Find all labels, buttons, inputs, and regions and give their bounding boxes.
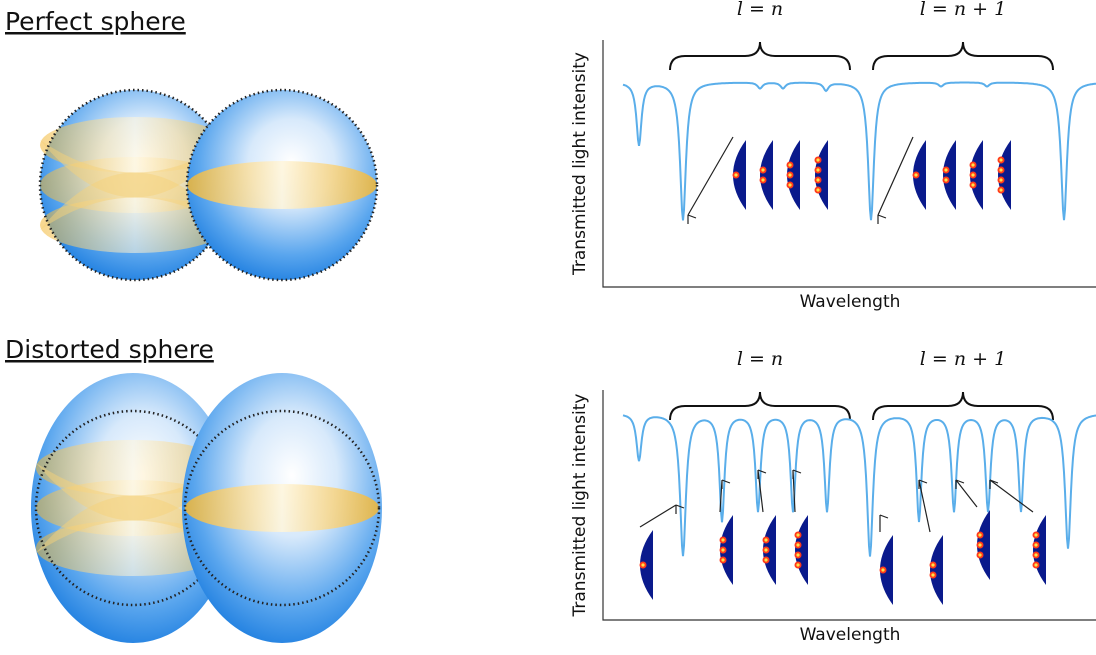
mode-profile xyxy=(943,140,956,210)
mode-lobe xyxy=(764,548,767,551)
ray-band xyxy=(185,484,379,532)
panel-title: Distorted sphere xyxy=(5,335,214,364)
mode-lobe xyxy=(788,173,791,176)
mode-lobe xyxy=(999,178,1002,181)
mode-lobe xyxy=(944,168,947,171)
mode-lobe xyxy=(931,573,934,576)
mode-lobe xyxy=(881,568,884,571)
mode-lobe xyxy=(931,563,934,566)
mode-lobe xyxy=(761,178,764,181)
mode-lobe xyxy=(721,548,724,551)
mode-label: l = n + 1 xyxy=(920,0,1006,20)
mode-lobe xyxy=(999,188,1002,191)
mode-lobe xyxy=(721,538,724,541)
arrow xyxy=(688,137,733,224)
mode-lobe xyxy=(978,543,981,546)
mode-profile xyxy=(760,140,773,210)
mode-lobe xyxy=(764,538,767,541)
mode-profile xyxy=(998,140,1011,210)
arrow xyxy=(880,515,888,532)
illustrations: Transmitted light intensity Wavelength l =… xyxy=(31,0,1096,645)
mode-lobe xyxy=(764,558,767,561)
panel-title: Perfect sphere xyxy=(5,7,186,36)
mode-lobe xyxy=(816,178,819,181)
mode-profile xyxy=(930,535,943,605)
mode-label: l = n xyxy=(737,0,783,20)
mode-lobe xyxy=(816,168,819,171)
axis xyxy=(603,40,1096,287)
bracket xyxy=(873,42,1053,70)
mode-lobe xyxy=(721,558,724,561)
mode-label: l = n + 1 xyxy=(920,348,1006,370)
mode-lobe xyxy=(978,533,981,536)
mode-profile xyxy=(1033,515,1046,585)
bracket xyxy=(873,392,1053,420)
mode-lobe xyxy=(761,168,764,171)
mode-lobe xyxy=(788,183,791,186)
arrow xyxy=(990,480,1033,512)
mode-lobe xyxy=(971,183,974,186)
spectrum-line xyxy=(623,83,1096,221)
ray-band xyxy=(187,161,377,209)
mode-lobe xyxy=(734,173,737,176)
y-axis-label: Transmitted light intensity xyxy=(570,394,590,618)
mode-lobe xyxy=(788,163,791,166)
x-axis-label: Wavelength xyxy=(800,625,901,645)
mode-lobe xyxy=(796,543,799,546)
arrow xyxy=(640,505,684,527)
arrow xyxy=(878,137,913,224)
mode-label: l = n xyxy=(737,348,783,370)
mode-lobe xyxy=(641,563,644,566)
mode-lobe xyxy=(1034,543,1037,546)
mode-profile xyxy=(795,515,808,585)
figure: Perfect sphere Distorted sphere = ≠ Tran… xyxy=(0,0,1096,655)
mode-lobe xyxy=(796,553,799,556)
mode-lobe xyxy=(1034,533,1037,536)
spectrum-line xyxy=(623,415,1096,556)
mode-lobe xyxy=(796,563,799,566)
mode-lobe xyxy=(816,158,819,161)
mode-lobe xyxy=(816,188,819,191)
mode-lobe xyxy=(978,553,981,556)
arrow xyxy=(793,470,801,512)
y-axis-label: Transmitted light intensity xyxy=(570,52,590,276)
mode-lobe xyxy=(914,173,917,176)
mode-profile xyxy=(815,140,828,210)
bracket xyxy=(670,392,850,420)
mode-lobe xyxy=(971,163,974,166)
mode-lobe xyxy=(1034,563,1037,566)
mode-lobe xyxy=(999,158,1002,161)
arrow xyxy=(956,480,977,507)
mode-lobe xyxy=(796,533,799,536)
bracket xyxy=(670,42,850,70)
x-axis-label: Wavelength xyxy=(800,292,901,312)
mode-lobe xyxy=(999,168,1002,171)
mode-lobe xyxy=(971,173,974,176)
mode-lobe xyxy=(1034,553,1037,556)
mode-lobe xyxy=(944,178,947,181)
